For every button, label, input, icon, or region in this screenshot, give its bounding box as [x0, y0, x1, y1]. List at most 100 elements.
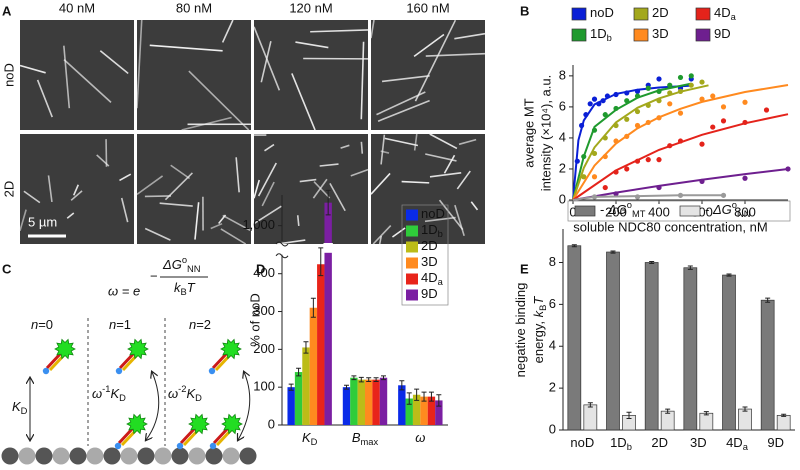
- text-segment: energy,: [531, 317, 546, 363]
- axis-break: [275, 253, 289, 259]
- microtubule: [376, 91, 426, 116]
- microtubule: [218, 214, 227, 224]
- microtubule: [310, 29, 369, 33]
- data-point: [602, 153, 608, 160]
- error-bar: [414, 388, 420, 401]
- text-segment: D: [119, 393, 126, 403]
- data-point: [634, 158, 641, 164]
- data-point: [591, 194, 598, 200]
- x-tick-label: KD: [302, 430, 318, 447]
- microtubule: [235, 157, 240, 193]
- micrograph: [370, 19, 486, 130]
- microtubule: [360, 141, 364, 154]
- y-tick-label: 100: [253, 379, 275, 394]
- text-segment: D: [195, 393, 202, 403]
- data-point: [624, 166, 630, 172]
- data-point: [634, 88, 641, 94]
- microtubule: [253, 179, 261, 199]
- legend-swatch: [633, 7, 649, 21]
- bar: [309, 307, 318, 425]
- microtubule: [70, 190, 83, 201]
- y-tick-label: 0: [549, 421, 556, 436]
- error-bar: [421, 391, 427, 402]
- bar: [660, 410, 675, 431]
- microtubule: [260, 40, 272, 83]
- data-point: [602, 112, 608, 118]
- text-segment: n: [189, 317, 196, 332]
- microtubule: [63, 45, 71, 109]
- text-segment: T: [531, 296, 546, 305]
- text-segment: B: [181, 287, 187, 297]
- error-bar: [610, 250, 616, 254]
- bar: [357, 379, 365, 425]
- y-tick-label: 2: [559, 160, 566, 175]
- ndc80-free: [209, 339, 241, 374]
- data-point: [587, 101, 593, 107]
- microtubule: [425, 52, 486, 57]
- micrograph: [136, 19, 252, 131]
- text-segment: B: [352, 430, 361, 445]
- data-point: [591, 127, 598, 133]
- text-segment: o: [732, 200, 737, 210]
- y-tick-label: 6: [549, 296, 556, 311]
- data-point: [656, 184, 662, 191]
- legend-label: noD: [590, 5, 614, 20]
- micrograph: [253, 20, 369, 131]
- microtubule: [429, 133, 458, 150]
- text-segment: negative binding: [513, 283, 528, 378]
- data-point: [667, 143, 673, 149]
- text-segment: K: [12, 399, 22, 414]
- error-bar: [358, 376, 364, 383]
- ndc80-bound: [115, 414, 147, 449]
- panel-c-diagram: [1, 276, 257, 465]
- bar: [738, 408, 752, 431]
- microtubule: [19, 64, 46, 74]
- data-point: [613, 138, 619, 144]
- micrograph-background: [254, 134, 368, 244]
- microtubule: [378, 235, 383, 245]
- microtubule: [350, 168, 369, 177]
- error-bar: [399, 380, 405, 391]
- microtubule: [170, 164, 191, 180]
- data-point: [613, 191, 619, 197]
- text-segment: b: [438, 229, 443, 239]
- text-segment: 3D: [421, 254, 438, 269]
- error-bar: [765, 297, 771, 303]
- bar: [287, 387, 295, 425]
- bar: [567, 245, 582, 431]
- data-point: [656, 98, 662, 104]
- bar: [372, 379, 380, 425]
- data-point: [581, 174, 587, 180]
- bar: [722, 274, 736, 431]
- legend-swatch: [679, 205, 701, 217]
- data-point: [677, 138, 684, 144]
- break-gap: [323, 243, 333, 253]
- error-bar: [344, 384, 349, 390]
- microtubule: [443, 154, 456, 174]
- fit-line: [572, 82, 692, 201]
- formula-sign: −: [150, 268, 158, 283]
- bar: [427, 396, 436, 425]
- data-point: [634, 108, 641, 115]
- fit-line: [572, 168, 789, 201]
- y-tick-label: 8: [559, 67, 566, 82]
- y-axis-label: negative binding: [513, 283, 528, 378]
- error-bar: [325, 189, 331, 216]
- state-label: n=0: [31, 317, 53, 332]
- text-segment: k: [174, 280, 182, 295]
- bar: [365, 379, 373, 425]
- microtubule: [370, 172, 391, 195]
- microtubule: [295, 41, 329, 49]
- microtubule: [380, 134, 386, 165]
- data-point: [656, 88, 662, 94]
- formula-numerator: ΔGoNN: [162, 255, 201, 274]
- text-segment: noD: [590, 5, 614, 20]
- bar: [583, 404, 598, 431]
- microtubule: [313, 181, 331, 199]
- error-bar: [406, 392, 412, 405]
- text-segment: -1: [102, 384, 110, 394]
- data-point: [677, 88, 684, 94]
- y-tick-label: 0: [268, 416, 275, 431]
- microtubule: [120, 197, 129, 223]
- legend-box: [401, 204, 449, 306]
